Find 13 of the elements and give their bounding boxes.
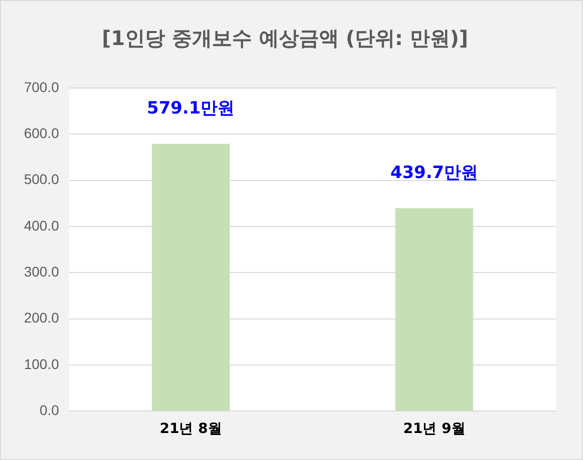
- y-tick-label: 0.0: [40, 402, 60, 418]
- y-tick-label: 200.0: [24, 310, 60, 326]
- y-tick-label: 300.0: [24, 264, 60, 280]
- y-tick-label: 400.0: [24, 217, 60, 234]
- y-tick-label: 600.0: [24, 125, 60, 142]
- data-label: 579.1만원: [146, 98, 235, 119]
- y-tick-label: 500.0: [24, 171, 60, 188]
- chart-title: [1인당 중개보수 예상금액 (단위: 만원)]: [102, 26, 468, 50]
- data-label: 439.7만원: [390, 163, 478, 184]
- y-tick-label: 100.0: [24, 356, 60, 372]
- x-tick-label: 21년 9월: [403, 421, 466, 438]
- y-tick-label: 700.0: [24, 78, 60, 95]
- x-tick-label: 21년 8월: [160, 421, 222, 438]
